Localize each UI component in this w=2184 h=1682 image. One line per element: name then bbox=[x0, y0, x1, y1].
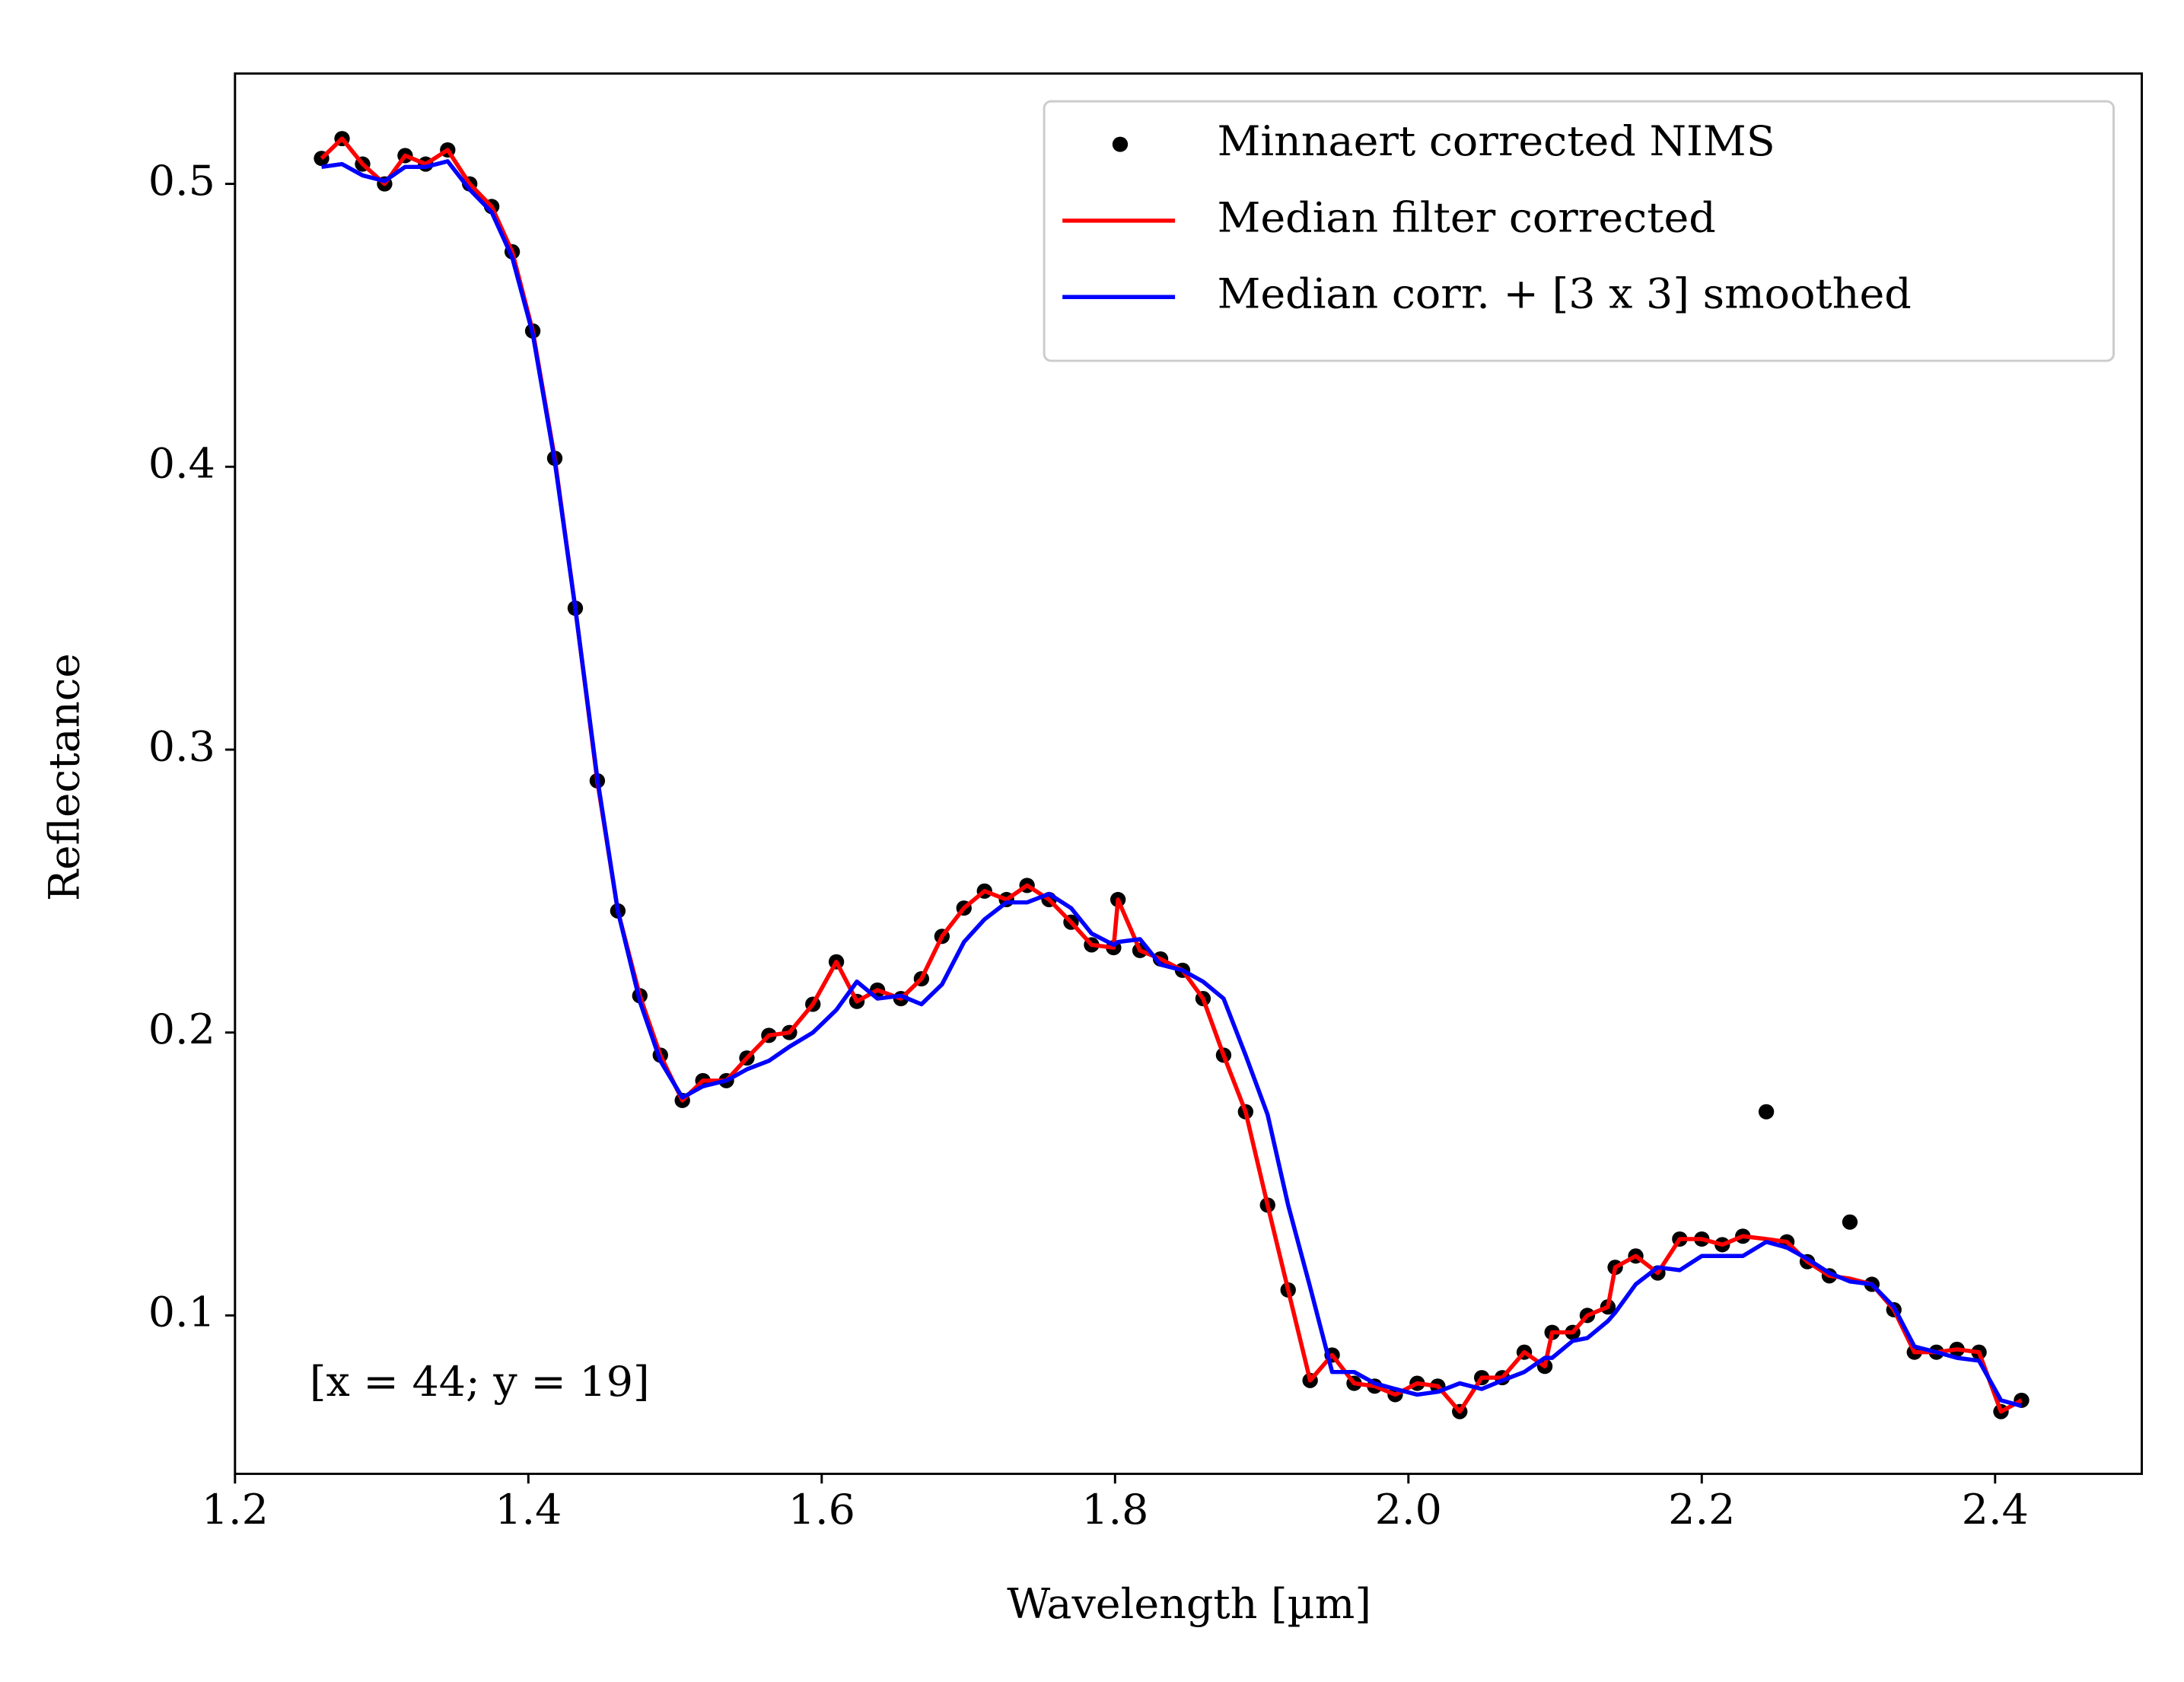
x-axis-label: Wavelength [µm] bbox=[1007, 1579, 1371, 1628]
legend: Minnaert corrected NIMS Median filter cor… bbox=[1043, 100, 2116, 362]
legend-label: Median filter corrected bbox=[1218, 193, 1716, 242]
plot-frame bbox=[234, 72, 2144, 1475]
series-line bbox=[321, 159, 2023, 1408]
x-tick-label: 1.6 bbox=[788, 1485, 855, 1534]
y-tick-label: 0.4 bbox=[148, 439, 215, 488]
legend-marker bbox=[1112, 136, 1129, 152]
y-tick-label: 0.1 bbox=[148, 1288, 215, 1336]
x-tick-label: 1.2 bbox=[202, 1485, 269, 1534]
data-point bbox=[1842, 1214, 1858, 1230]
x-tick-label: 2.4 bbox=[1962, 1485, 2029, 1534]
legend-label: Minnaert corrected NIMS bbox=[1218, 116, 1775, 165]
x-tick-label: 2.0 bbox=[1375, 1485, 1442, 1534]
x-tick-label: 1.4 bbox=[495, 1485, 562, 1534]
x-tick-label: 1.8 bbox=[1081, 1485, 1148, 1534]
y-tick-label: 0.2 bbox=[148, 1005, 215, 1053]
x-tick-label: 2.2 bbox=[1668, 1485, 1735, 1534]
data-point bbox=[1758, 1104, 1775, 1120]
y-tick-label: 0.5 bbox=[148, 156, 215, 205]
annotation: [x = 44; y = 19] bbox=[310, 1358, 650, 1406]
legend-box bbox=[1043, 100, 2116, 362]
y-axis-label: Reflectance bbox=[40, 653, 88, 901]
legend-label: Median corr. + [3 x 3] smoothed bbox=[1218, 269, 1912, 318]
y-tick-label: 0.3 bbox=[148, 722, 215, 771]
